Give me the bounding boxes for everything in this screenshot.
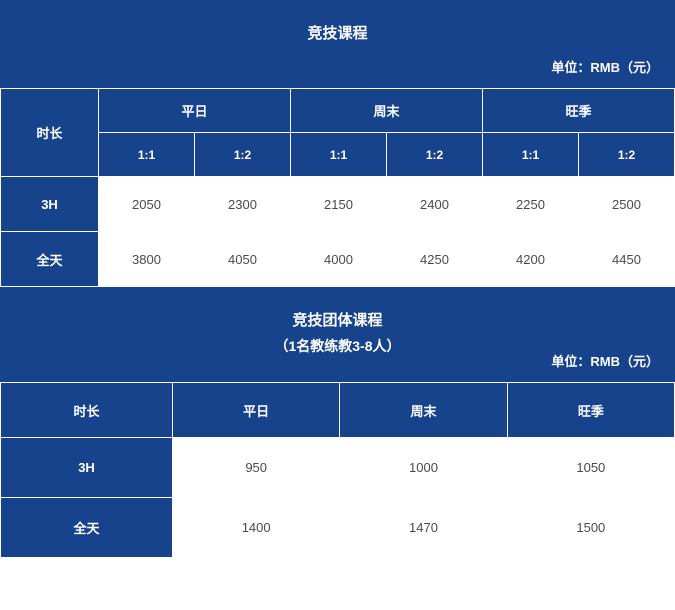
s2-period-0: 平日	[173, 383, 340, 438]
s1-cell: 4200	[483, 232, 579, 287]
s1-cell: 4250	[387, 232, 483, 287]
section1-table: 时长 平日 周末 旺季 1:1 1:2 1:1 1:2 1:1 1:2 3H 2…	[0, 88, 675, 287]
s1-row1-label: 全天	[1, 232, 99, 287]
s2-cell: 950	[173, 438, 340, 498]
s2-period-2: 旺季	[507, 383, 674, 438]
s2-cell: 1000	[340, 438, 507, 498]
section2-unit: 单位：RMB（元）	[551, 351, 659, 370]
s1-ratio-1-1: 1:2	[387, 133, 483, 177]
s1-cell: 2300	[195, 177, 291, 232]
s2-period-1: 周末	[340, 383, 507, 438]
s1-cell: 2400	[387, 177, 483, 232]
s1-cell: 2250	[483, 177, 579, 232]
s2-cell: 1400	[173, 498, 340, 558]
s2-cell: 1050	[507, 438, 674, 498]
s1-cell: 4450	[579, 232, 675, 287]
s1-row0-label: 3H	[1, 177, 99, 232]
s1-cell: 3800	[99, 232, 195, 287]
s1-ratio-0-0: 1:1	[99, 133, 195, 177]
section1-header: 竞技课程 单位：RMB（元）	[0, 0, 675, 88]
s1-ratio-0-1: 1:2	[195, 133, 291, 177]
s1-ratio-2-0: 1:1	[483, 133, 579, 177]
section1-title: 竞技课程	[0, 0, 675, 43]
s1-period-2: 旺季	[483, 89, 675, 133]
section2-title: 竞技团体课程	[0, 287, 675, 330]
pricing-document: 竞技课程 单位：RMB（元） 时长 平日 周末 旺季 1:1 1:2 1:1 1…	[0, 0, 675, 558]
s1-cell: 4000	[291, 232, 387, 287]
section2-header: 竞技团体课程 （1名教练教3-8人） 单位：RMB（元）	[0, 287, 675, 382]
s2-duration-header: 时长	[1, 383, 173, 438]
s1-cell: 4050	[195, 232, 291, 287]
s1-period-0: 平日	[99, 89, 291, 133]
s1-ratio-1-0: 1:1	[291, 133, 387, 177]
s1-ratio-2-1: 1:2	[579, 133, 675, 177]
section1-unit: 单位：RMB（元）	[551, 57, 659, 76]
s2-row1-label: 全天	[1, 498, 173, 558]
s1-duration-header: 时长	[1, 89, 99, 177]
s1-cell: 2150	[291, 177, 387, 232]
s2-row0-label: 3H	[1, 438, 173, 498]
s1-cell: 2500	[579, 177, 675, 232]
s2-cell: 1500	[507, 498, 674, 558]
section2-table: 时长 平日 周末 旺季 3H 950 1000 1050 全天 1400 147…	[0, 382, 675, 558]
s1-period-1: 周末	[291, 89, 483, 133]
s1-cell: 2050	[99, 177, 195, 232]
s2-cell: 1470	[340, 498, 507, 558]
